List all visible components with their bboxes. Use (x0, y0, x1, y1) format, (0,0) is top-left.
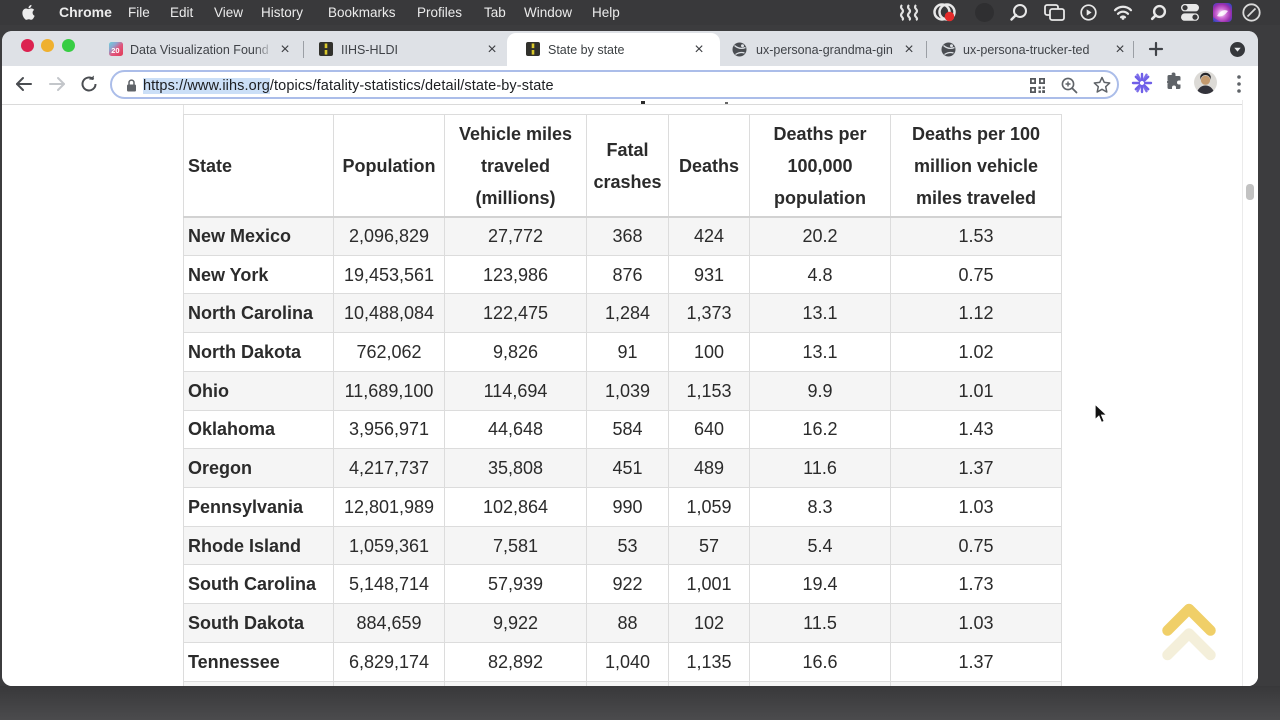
svg-text:20: 20 (111, 46, 119, 55)
